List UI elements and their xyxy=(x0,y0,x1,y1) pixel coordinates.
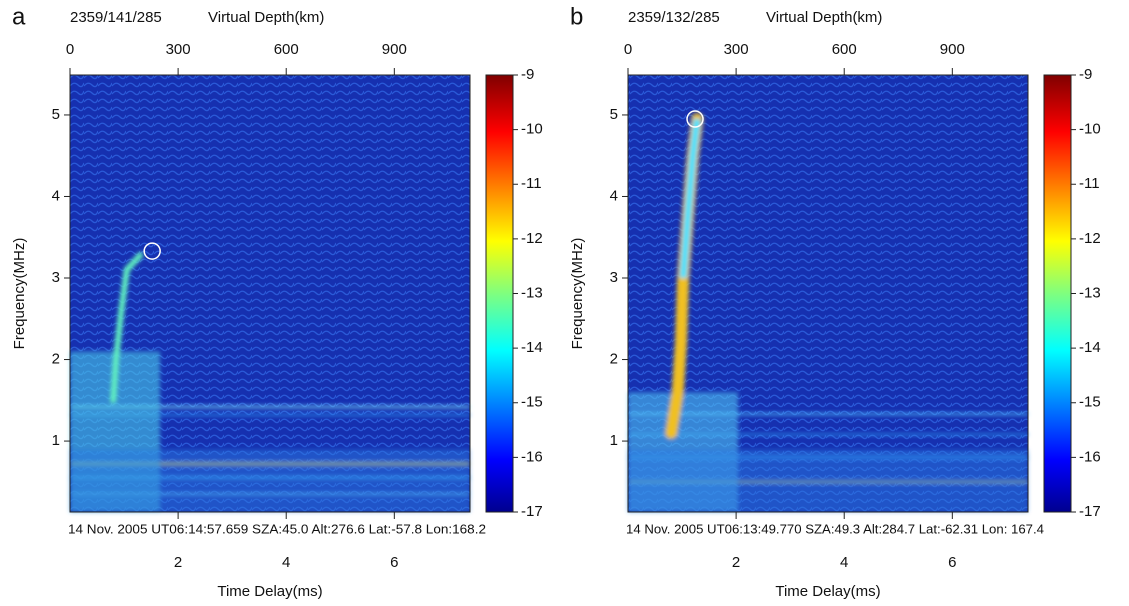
x2-tick-label: 0 xyxy=(624,41,632,58)
x2-tick-label: 900 xyxy=(940,41,965,58)
low-freq-noise xyxy=(628,449,1028,512)
x2-tick-label: 0 xyxy=(66,41,74,58)
colorbar-tick-label: -12 xyxy=(1079,230,1101,247)
y-tick-label: 3 xyxy=(52,269,60,286)
footer: 14 Nov. 2005 UT06:13:49.770 SZA:49.3 Alt… xyxy=(626,521,1044,536)
colorbar-tick-label: -9 xyxy=(1079,66,1092,83)
x-tick-label: 4 xyxy=(840,554,848,571)
colorbar xyxy=(1043,74,1072,513)
echo-trace xyxy=(110,252,144,404)
x-tick-label: 4 xyxy=(282,554,290,571)
chart-title: 2359/132/285 xyxy=(628,9,720,26)
panel-label: b xyxy=(570,3,583,30)
colorbar-tick-label: -13 xyxy=(1079,284,1101,301)
heatmap-features xyxy=(70,252,470,512)
x2-tick-label: 900 xyxy=(382,41,407,58)
colorbar-tick-label: -12 xyxy=(521,230,543,247)
x-tick-label: 6 xyxy=(390,554,398,571)
y-tick-label: 5 xyxy=(52,106,60,123)
x2-axis-label: Virtual Depth(km) xyxy=(208,9,324,26)
y-axis-label: Frequency(MHz) xyxy=(569,238,586,350)
echo-trace xyxy=(679,118,701,279)
colorbar-tick-label: -9 xyxy=(521,66,534,83)
x2-tick-label: 300 xyxy=(724,41,749,58)
echo-marker xyxy=(686,110,704,128)
y-tick-label: 4 xyxy=(52,187,60,204)
panel-label: a xyxy=(12,3,26,30)
colorbar-tick-label: -17 xyxy=(1079,503,1101,520)
y-tick-label: 3 xyxy=(610,269,618,286)
echo-marker xyxy=(143,242,161,260)
heatmap-features xyxy=(628,113,1028,512)
x-tick-label: 2 xyxy=(732,554,740,571)
low-freq-noise xyxy=(70,449,470,512)
colorbar-tick-label: -11 xyxy=(1079,175,1100,192)
colorbar xyxy=(485,74,514,513)
x-tick-label: 6 xyxy=(948,554,956,571)
colorbar-tick-label: -15 xyxy=(1079,394,1101,411)
x2-tick-label: 300 xyxy=(166,41,191,58)
x-axis-label: Time Delay(ms) xyxy=(775,583,880,600)
colorbar-tick-label: -16 xyxy=(1079,448,1101,465)
colorbar-tick-label: -15 xyxy=(521,394,543,411)
y-tick-label: 2 xyxy=(52,351,60,368)
y-tick-label: 4 xyxy=(610,187,618,204)
y-tick-label: 2 xyxy=(610,351,618,368)
x2-tick-label: 600 xyxy=(274,41,299,58)
x2-tick-label: 600 xyxy=(832,41,857,58)
y-axis-label: Frequency(MHz) xyxy=(11,238,28,350)
y-tick-label: 5 xyxy=(610,106,618,123)
y-tick-label: 1 xyxy=(52,432,60,449)
colorbar-tick-label: -10 xyxy=(521,121,543,138)
plot-frame xyxy=(69,74,471,513)
plot-frame xyxy=(627,74,1029,513)
colorbar-tick-label: -10 xyxy=(1079,121,1101,138)
chart-title: 2359/141/285 xyxy=(70,9,162,26)
x-tick-label: 2 xyxy=(174,554,182,571)
x-axis-label: Time Delay(ms) xyxy=(217,583,322,600)
colorbar-tick-label: -16 xyxy=(521,448,543,465)
colorbar-tick-label: -14 xyxy=(1079,339,1101,356)
y-tick-label: 1 xyxy=(610,432,618,449)
colorbar-tick-label: -13 xyxy=(521,284,543,301)
colorbar-tick-label: -14 xyxy=(521,339,543,356)
footer: 14 Nov. 2005 UT06:14:57.659 SZA:45.0 Alt… xyxy=(68,521,486,536)
x2-axis-label: Virtual Depth(km) xyxy=(766,9,882,26)
colorbar-tick-label: -11 xyxy=(521,175,542,192)
colorbar-tick-label: -17 xyxy=(521,503,543,520)
